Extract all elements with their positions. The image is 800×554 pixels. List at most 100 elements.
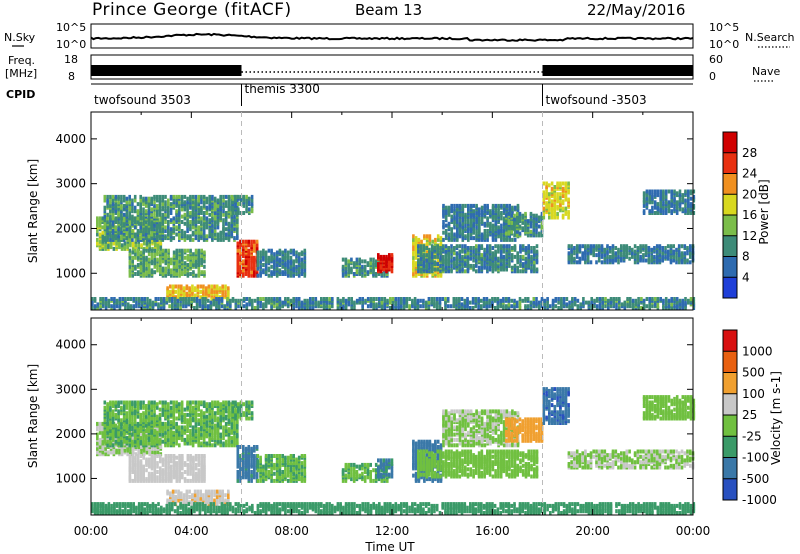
power-cell-3278: [564, 181, 568, 186]
power-cell-423: [125, 236, 129, 241]
power-cell-4633: [689, 297, 693, 301]
power-cell-1442: [185, 291, 189, 296]
power-cell-1434: [180, 284, 183, 289]
power-cell-3860: [154, 297, 158, 301]
power-cell-471: [131, 198, 134, 203]
power-cell-3942: [209, 300, 213, 305]
power-cell-4154: [353, 300, 356, 305]
power-cell-2635: [527, 253, 530, 258]
nave-tick-bottom: 0: [709, 70, 716, 83]
power-cell-2865: [480, 220, 484, 224]
power-cell-3801: [118, 304, 122, 309]
power-cell-4364: [496, 297, 500, 301]
power-cell-1540: [234, 198, 237, 203]
power-cell-712: [175, 232, 178, 237]
power-cell-3774: [99, 297, 102, 301]
power-cell-2652: [533, 260, 536, 265]
power-cell-3492: [650, 254, 653, 259]
power-cell-556: [147, 209, 151, 214]
power-cell-3632: [653, 203, 657, 208]
power-cell-4035: [275, 302, 279, 307]
power-cell-2037: [388, 260, 391, 265]
power-cell-787: [186, 200, 189, 205]
power-cell-3220: [553, 211, 557, 216]
power-cell-2649: [533, 269, 536, 274]
power-cell-2552: [502, 244, 506, 249]
power-cell-390: [120, 230, 123, 235]
power-cell-2032: [385, 254, 388, 259]
power-cell-2401: [464, 249, 467, 254]
power-cell-3463: [636, 246, 640, 250]
power-cell-1135: [134, 248, 137, 253]
power-cell-1827: [286, 250, 290, 255]
power-cell-4327: [474, 304, 478, 309]
power-cell-1421: [174, 284, 178, 289]
power-cell-1425: [177, 291, 180, 296]
power-cell-1502: [215, 289, 219, 294]
power-cell-4578: [653, 297, 657, 301]
power-cell-1928: [355, 257, 359, 262]
power-cell-2903: [489, 221, 492, 226]
power-cell-1405: [166, 286, 169, 291]
power-cell-834: [194, 218, 198, 223]
power-cell-1481: [207, 289, 211, 294]
power-cell-3217: [550, 186, 554, 191]
power-cell-2999: [505, 203, 509, 208]
power-cell-2160: [431, 272, 434, 276]
power-cell-3315: [575, 260, 579, 265]
power-cell-3906: [184, 297, 188, 301]
power-cell-4002: [253, 306, 257, 310]
power-cell-2411: [466, 254, 470, 259]
power-cell-3444: [628, 251, 631, 256]
power-cell-3267: [561, 181, 565, 186]
power-cell-2962: [500, 223, 503, 228]
power-cell-3764: [93, 304, 97, 309]
power-cell-1157: [139, 250, 143, 255]
power-cell-1: [96, 241, 99, 246]
power-cell-3069: [510, 224, 513, 229]
power-cell-446: [128, 227, 131, 232]
power-cell-2603: [519, 254, 522, 259]
power-cell-1160: [142, 268, 145, 273]
power-cell-4464: [571, 297, 574, 301]
power-cell-1723: [259, 259, 262, 264]
power-cell-2728: [453, 203, 456, 208]
power-cell-4548: [634, 302, 638, 307]
power-cell-1490: [210, 284, 213, 289]
power-cell-940: [211, 223, 214, 228]
power-cell-3193: [545, 185, 548, 189]
power-cell-758: [180, 200, 184, 205]
power-cell-3914: [190, 297, 193, 301]
power-cell-3476: [642, 244, 645, 249]
power-cell-4503: [604, 304, 607, 309]
power-cell-1332: [186, 263, 190, 267]
power-cell-664: [164, 200, 167, 205]
power-cell-3895: [179, 306, 182, 310]
power-cell-3367: [595, 244, 598, 249]
power-cell-307: [106, 203, 109, 208]
power-cell-4315: [463, 298, 467, 303]
power-cell-4348: [485, 297, 489, 301]
power-cell-2403: [464, 244, 467, 249]
power-cell-3831: [137, 297, 141, 301]
power-cell-969: [213, 205, 217, 210]
power-cell-2474: [483, 247, 486, 252]
power-cell-2743: [456, 203, 459, 208]
velocity-cell-167: [131, 446, 135, 451]
power-cell-764: [183, 221, 187, 226]
power-cell-1317: [181, 248, 184, 253]
power-cell-2566: [505, 244, 508, 249]
power-cell-1627: [244, 272, 248, 276]
power-cell-4226: [402, 306, 406, 310]
power-cell-3899: [182, 304, 185, 309]
power-cell-4015: [262, 297, 265, 301]
power-cell-1292: [175, 252, 179, 257]
power-cell-4095: [314, 302, 318, 307]
power-cell-2710: [450, 218, 453, 223]
power-cell-3988: [242, 304, 246, 309]
velocity-cell-192: [137, 450, 140, 455]
power-cell-1541: [234, 194, 237, 199]
power-cell-652: [161, 194, 165, 199]
power-cell-3586: [689, 251, 692, 256]
power-cell-3847: [146, 297, 149, 301]
